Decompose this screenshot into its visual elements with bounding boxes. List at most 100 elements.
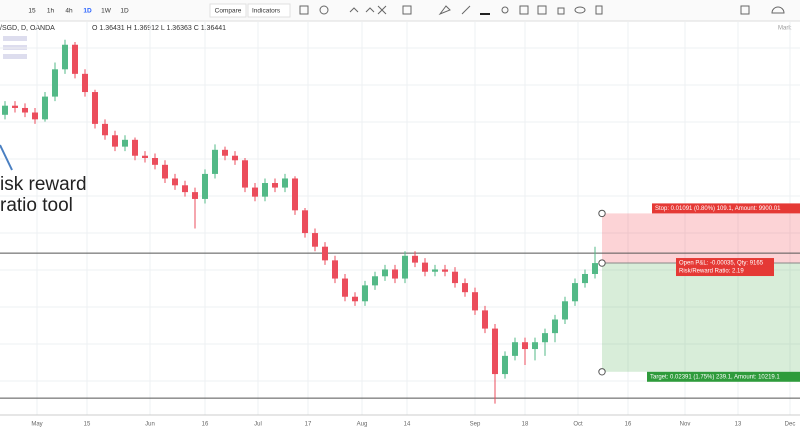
candle-body <box>392 269 398 279</box>
undo-icon[interactable] <box>349 7 359 13</box>
fullscreen-icon[interactable] <box>377 5 387 15</box>
fill-icon[interactable] <box>438 5 451 16</box>
candle-body <box>302 210 308 234</box>
candle-body <box>422 262 428 272</box>
plot: Stop: 0.01091 (0.80%) 109.1, Amount: 990… <box>0 39 800 404</box>
interval-button[interactable]: 1D <box>120 8 129 15</box>
hide-icon[interactable] <box>574 6 586 14</box>
ratio-label: Risk/Reward Ratio: 2.19 <box>679 269 744 275</box>
indicators-button-label[interactable]: Indicators <box>252 8 281 15</box>
interval-button[interactable]: 1D <box>83 8 92 15</box>
candle-body <box>122 139 128 147</box>
candle-body <box>132 139 138 156</box>
candle-body <box>462 283 468 293</box>
candle-body <box>182 185 188 193</box>
delete-icon[interactable] <box>595 5 603 15</box>
candle-body <box>192 192 198 199</box>
annotation-line: ratio tool <box>0 195 73 216</box>
candle-body <box>582 273 588 284</box>
candle-body <box>452 271 458 284</box>
redo-icon[interactable] <box>365 7 375 13</box>
compare-button-label[interactable]: Compare <box>215 8 242 15</box>
candle-body <box>242 160 248 188</box>
position-handle[interactable] <box>598 259 606 267</box>
candle-body <box>332 260 338 279</box>
candle-body <box>352 296 358 302</box>
candle-body <box>12 105 18 108</box>
candle-body <box>102 123 108 136</box>
settings-gear-icon[interactable] <box>501 6 509 14</box>
candle-body <box>162 164 168 179</box>
text-color-icon[interactable] <box>461 5 471 15</box>
interval-button[interactable]: 15 <box>28 8 36 15</box>
candle-body <box>152 158 158 165</box>
candle-body <box>522 342 528 350</box>
x-tick-label: 17 <box>305 422 312 428</box>
candle-body <box>482 310 488 329</box>
candle-body <box>502 355 508 375</box>
pnl-label: Open P&L: -0.00035, Qty: 9165 <box>679 261 764 267</box>
candle-body <box>532 342 538 350</box>
candle-body <box>552 319 558 334</box>
legend-placeholder <box>3 54 27 59</box>
position-handle[interactable] <box>598 209 606 218</box>
candle-body <box>442 269 448 272</box>
candle-body <box>432 269 438 272</box>
candle-body <box>402 255 408 279</box>
candle-body <box>32 112 38 120</box>
candle-body <box>512 342 518 356</box>
candle-body <box>172 178 178 186</box>
candle-body <box>112 135 118 147</box>
ratio-label-bg <box>676 266 774 277</box>
clone-icon[interactable] <box>519 5 529 15</box>
candle-body <box>282 178 288 188</box>
candle-body <box>272 183 278 188</box>
x-tick-label: 18 <box>522 422 529 428</box>
candle-body <box>252 187 258 197</box>
target-zone <box>602 263 800 372</box>
cloud-icon[interactable] <box>771 6 785 14</box>
compare-button[interactable] <box>209 3 247 18</box>
indicators-button[interactable] <box>247 3 291 18</box>
stop-label-bg <box>652 203 800 214</box>
template-icon[interactable] <box>740 5 750 15</box>
candle-body <box>542 333 548 343</box>
candle-body <box>142 155 148 159</box>
target-label: Target: 0.02391 (1.75%) 239.1, Amount: 1… <box>650 374 780 380</box>
target-label-bg <box>647 371 800 382</box>
candle-body <box>472 292 478 311</box>
shape-icon[interactable] <box>402 5 412 15</box>
candle-body <box>42 96 48 120</box>
candle-body <box>262 183 268 197</box>
interval-button[interactable]: 4h <box>65 8 73 15</box>
candle-body <box>92 92 98 124</box>
x-tick-label: 16 <box>202 422 209 428</box>
candle-body <box>372 276 378 286</box>
interval-button[interactable]: 1W <box>101 8 112 15</box>
alert-icon[interactable] <box>319 5 329 15</box>
annotation-arrow <box>0 144 13 171</box>
x-tick-label: Jun <box>145 422 155 428</box>
lock-icon[interactable] <box>557 7 565 15</box>
candle-body <box>362 285 368 302</box>
corner-label: Mark <box>778 26 792 32</box>
stop-zone <box>602 213 800 264</box>
x-tick-label: Jul <box>254 422 262 428</box>
legend-placeholder <box>3 36 27 41</box>
x-tick-label: 16 <box>625 422 632 428</box>
candle-body <box>572 283 578 302</box>
x-tick-label: 15 <box>84 422 91 428</box>
x-tick-label: May <box>31 422 42 428</box>
settings-icon[interactable] <box>299 5 309 15</box>
position-handle[interactable] <box>598 368 606 376</box>
candle-body <box>342 278 348 297</box>
visual-order-icon[interactable] <box>537 5 547 15</box>
candle-body <box>322 246 328 261</box>
x-tick-label: 14 <box>404 422 411 428</box>
candle-body <box>492 328 498 375</box>
interval-button[interactable]: 1h <box>47 8 55 15</box>
toolbar <box>0 0 800 21</box>
candle-body <box>22 107 28 113</box>
